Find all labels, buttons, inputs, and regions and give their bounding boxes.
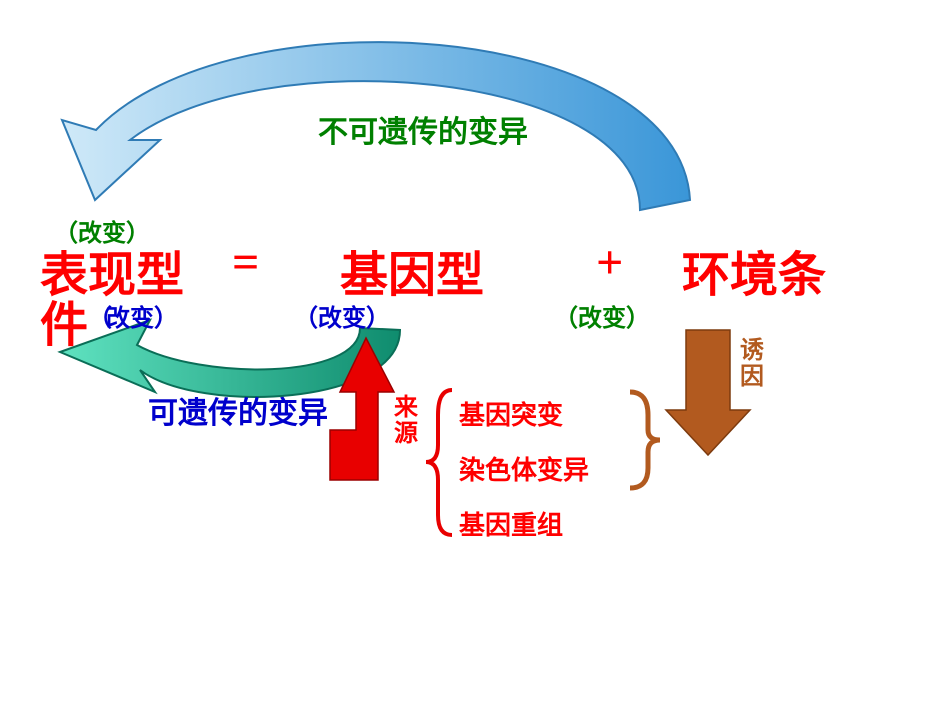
gene-recombination-item: 基因重组 [459,505,563,542]
equals-sign: = [232,235,259,290]
environment-term-wrap: 件 [40,285,88,355]
cause-label: 诱因 [740,338,769,391]
genotype-term: 基因型 [340,235,484,305]
chromosome-variation-item: 染色体变异 [459,450,589,487]
plus-sign: + [596,235,623,290]
change-annotation-1: 改变） [106,298,178,333]
gene-mutation-item: 基因突变 [459,395,563,432]
right-brace [630,392,660,488]
environment-term: 环境条 [682,235,826,305]
change-annotation-3: （改变） [554,298,650,333]
heritable-variation-label: 可遗传的变异 [148,388,328,432]
left-brace [426,390,452,535]
non-heritable-variation-label: 不可遗传的变异 [318,107,528,151]
cause-down-arrow [666,330,750,455]
change-annotation-0: （改变） [54,213,150,248]
source-label: 来源 [394,395,423,448]
change-annotation-2: （改变） [294,298,390,333]
